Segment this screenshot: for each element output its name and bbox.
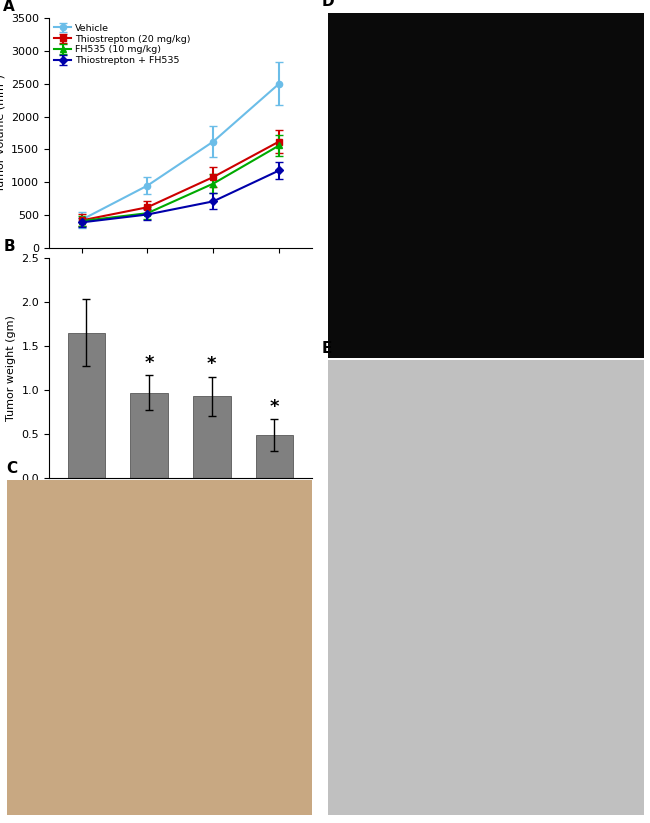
X-axis label: Weeks: Weeks <box>161 273 200 286</box>
Text: D: D <box>322 0 334 9</box>
Bar <box>255 435 293 478</box>
Text: C: C <box>6 461 18 476</box>
Text: E: E <box>322 341 332 356</box>
Y-axis label: Tumor weight (gm): Tumor weight (gm) <box>6 315 16 421</box>
Text: *: * <box>144 354 154 371</box>
Bar <box>130 393 168 478</box>
Text: A: A <box>3 0 15 14</box>
Text: B: B <box>3 239 15 253</box>
Legend: Vehicle, Thiostrepton (20 mg/kg), FH535 (10 mg/kg), Thiostrepton + FH535: Vehicle, Thiostrepton (20 mg/kg), FH535 … <box>51 20 194 69</box>
Text: *: * <box>207 356 216 374</box>
Bar <box>68 332 105 478</box>
Bar <box>193 396 231 478</box>
Y-axis label: Tumor volume (mm³): Tumor volume (mm³) <box>0 74 5 192</box>
Text: *: * <box>270 398 279 416</box>
